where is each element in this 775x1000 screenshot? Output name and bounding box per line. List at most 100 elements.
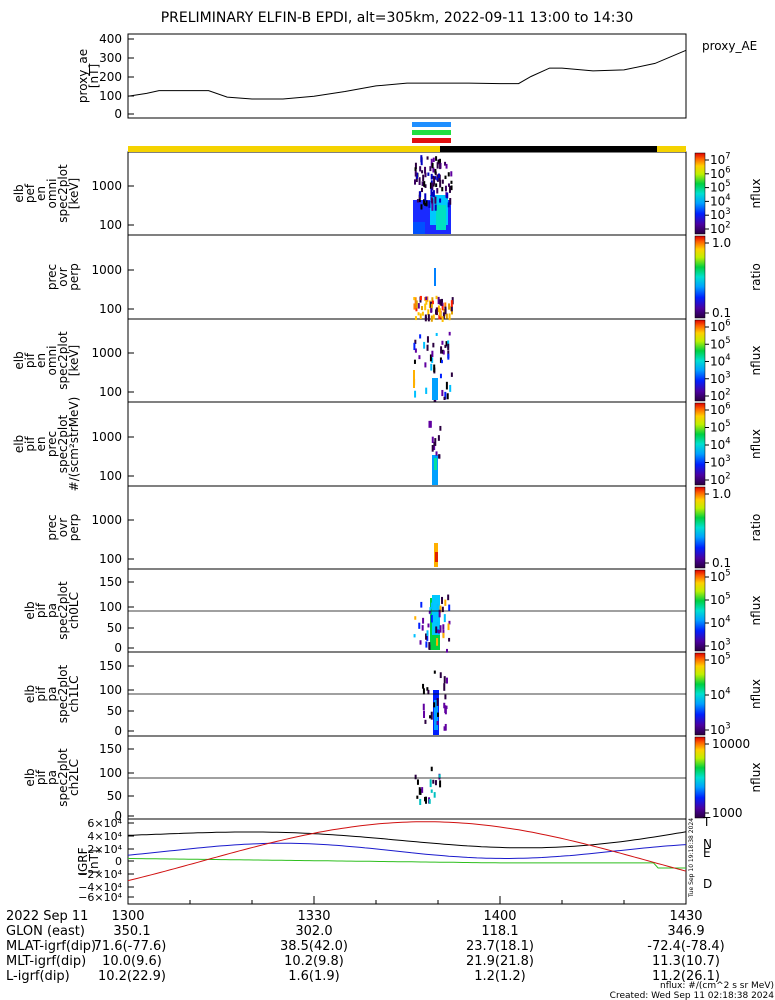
spectro-speckle-ch1 [443, 676, 446, 684]
spectro-speckle-ratio [430, 303, 433, 309]
spectro-speckle-ratio [427, 314, 430, 322]
spectro-speckle-ch0 [438, 609, 441, 618]
igrf-legend-T: T [702, 815, 711, 829]
spectro-speckle-perp [423, 199, 426, 205]
ytick-label-pa_ch0: 100 [99, 600, 122, 614]
ylabel-prec_ovr_perp2: perp [67, 514, 81, 542]
ylabel-prec_ovr_perp2: ovr [56, 518, 70, 537]
footer-time-1430: 1430 [669, 909, 702, 924]
spectro-speckle-ratio [450, 305, 453, 313]
spectro-speckle-perp [437, 159, 440, 164]
ylabel-elb_pif_omni: en [34, 353, 48, 368]
spectro-speckle-ch0 [426, 630, 429, 636]
spectro-speckle-ch2 [416, 779, 419, 785]
spectro-speckle-ch1 [427, 689, 430, 695]
spectro-speckle-perp [450, 180, 453, 184]
colorbar-elb_pif_prec [694, 402, 706, 486]
spectro-speckle-ch1 [422, 683, 425, 689]
spectro-speckle-ch0 [437, 629, 440, 634]
spectro-speckle-perp [434, 196, 437, 204]
spectro-speckle-omni [450, 372, 453, 377]
spectro-speckle-perp [421, 170, 424, 174]
footer-label-mlt: MLT-igrf(dip) [6, 954, 86, 969]
spectro-speckle-omni [413, 342, 416, 351]
spectro-speckle-ratio [420, 306, 423, 311]
spectro-speckle-ratio [427, 309, 430, 316]
spectro-core-ratio2 [435, 552, 438, 562]
spectro-speckle-ch1 [436, 721, 439, 725]
ytick-label-igrf: −6×10⁴ [78, 891, 122, 904]
spectro-speckle-omni [446, 393, 449, 400]
spectro-speckle-omni [440, 359, 443, 364]
spectro-speckle-ch0 [447, 623, 450, 631]
spectro-speckle-prec [431, 436, 434, 444]
spectro-speckle-ratio [441, 316, 444, 322]
spectro-speckle-ratio [437, 305, 440, 313]
panel-frame-elb_pif_omni [127, 318, 687, 403]
colorbar-ticklabel-elb_pif_prec: 106 [710, 401, 731, 417]
l-1330: 1.6(1.9) [288, 969, 340, 984]
spectro-speckle-perp [424, 202, 427, 206]
spectro-core-omni [413, 370, 415, 388]
spectro-speckle-perp [437, 173, 440, 179]
ytick-label-elb_perp: 100 [99, 218, 122, 232]
spectro-speckle-perp [436, 177, 439, 181]
spectro-speckle-omni [439, 373, 442, 379]
spectro-speckle-perp [429, 182, 432, 189]
spectro-speckle-ch0 [448, 604, 451, 611]
ytick-label-pa_ch2: 100 [99, 766, 122, 780]
spectro-speckle-ch1 [444, 723, 447, 731]
ytick-label-ae: 400 [99, 32, 122, 46]
spectro-speckle-perp [439, 179, 442, 188]
spectro-speckle-perp [436, 188, 439, 194]
spectro-speckle-omni [429, 354, 432, 362]
spectro-speckle-ratio [414, 316, 417, 321]
spectro-speckle-ratio [430, 306, 433, 313]
spectro-speckle-ratio [413, 296, 416, 301]
spectro-speckle-omni [442, 350, 445, 355]
igrf-D-line [127, 821, 687, 882]
spectro-speckle-ch0 [427, 623, 430, 628]
panel-frame-prec_ovr_perp [127, 234, 687, 320]
ylabel-elb_pif_prec: en [34, 437, 48, 452]
spectro-speckle-omni [432, 342, 435, 348]
spectro-speckle-omni [444, 344, 447, 348]
spectro-speckle-omni [441, 340, 444, 345]
spectro-speckle-ratio [428, 300, 431, 309]
spectro-speckle-omni [419, 334, 422, 339]
spectro-speckle-ch0 [448, 620, 451, 625]
igrf-legend-E: E [703, 846, 711, 860]
orbit-bar-red [412, 138, 451, 143]
spectro-speckle-perp [420, 204, 423, 210]
mlt-1300: 10.0(9.6) [102, 954, 162, 969]
ylabel-pa_ch1: ch1LC [67, 676, 81, 713]
spectro-speckle-ratio [444, 306, 447, 311]
spectro-speckle-ratio [425, 297, 428, 305]
spectro-speckle-ch0 [436, 603, 439, 610]
colorbar-ticklabel-elb_pif_prec: 105 [710, 418, 731, 434]
ylabel-elb_perp: spec2plot [56, 164, 70, 223]
spectro-speckle-prec [429, 420, 432, 428]
spectro-speckle-ratio [451, 311, 454, 315]
spectro-speckle-ch2 [424, 796, 427, 802]
spectro-speckle-perp [430, 158, 433, 167]
colorbar-pa_ch1 [694, 652, 706, 736]
spectro-speckle-omni [447, 353, 450, 360]
spectro-speckle-omni [444, 391, 447, 400]
spectro-speckle-omni [443, 396, 446, 401]
spectro-speckle-ratio [430, 315, 433, 322]
colorbar-ticklabel-pa_ch0: 105 [710, 568, 731, 584]
spectro-speckle-omni [426, 336, 429, 343]
spectro-speckle-ratio [414, 297, 417, 306]
ytick-label-igrf: −4×10⁴ [78, 881, 122, 894]
spectro-speckle-ratio [437, 296, 440, 305]
colorbar-ticklabel-pa_ch0: 103 [710, 637, 731, 653]
spectro-speckle-perp [433, 177, 436, 185]
l-1430: 11.2(26.1) [652, 969, 720, 984]
spectro-core-omni [432, 378, 438, 400]
spectro-speckle-perp [441, 186, 444, 192]
spectro-speckle-ratio [417, 303, 420, 309]
spectro-speckle-perp [435, 156, 438, 161]
footer: 2022 Sep 11 1300 1330 1400 1430 GLON (ea… [6, 818, 774, 1000]
spectro-speckle-perp [421, 181, 424, 186]
